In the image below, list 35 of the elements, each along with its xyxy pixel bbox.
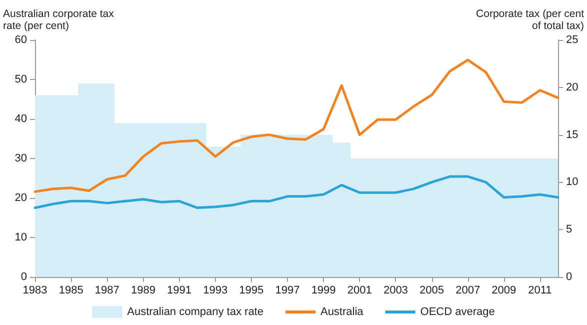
legend-label: OECD average (420, 306, 495, 318)
x-tick-label: 1989 (130, 284, 156, 296)
y-tick-label: 30 (14, 152, 27, 164)
y-axis-title: Australian corporate tax rate (per cent) (3, 8, 115, 32)
y-tick-label: 60 (14, 34, 27, 46)
y2-tick-label: 0 (566, 271, 572, 283)
x-tick-label: 2005 (420, 284, 444, 296)
legend-label: Australian company tax rate (127, 306, 264, 318)
x-tick-label: 1993 (203, 284, 228, 296)
line-series (34, 58, 560, 193)
x-tick-label: 1995 (239, 284, 264, 296)
y2-tick-label: 10 (566, 176, 578, 188)
x-tick-label: 2009 (492, 284, 516, 296)
x-tick-label: 2003 (383, 284, 408, 296)
y2-tick-label: 20 (566, 81, 578, 94)
x-tick-label: 1987 (94, 284, 120, 296)
y-tick-label: 10 (14, 232, 27, 244)
x-tick-label: 2011 (528, 284, 552, 296)
y2-tick-label: 25 (566, 34, 578, 46)
x-tick-label: 1985 (58, 284, 84, 296)
y2-tick-label: 5 (566, 224, 572, 236)
y-tick-label: 40 (14, 113, 27, 125)
y-tick-label: 50 (14, 74, 27, 86)
x-tick-label: 1997 (275, 284, 300, 296)
y2-axis-title: Corporate tax (per cent of total tax) (476, 8, 584, 32)
x-tick-label: 1983 (22, 284, 48, 296)
y2-tick-label: 15 (566, 128, 578, 141)
line-series (34, 175, 560, 210)
x-tick-label: 2007 (456, 284, 480, 296)
x-tick-label: 1999 (311, 284, 336, 296)
legend-label: Australia (320, 306, 364, 318)
x-tick-label: 2001 (347, 284, 372, 296)
y-tick-label: 0 (20, 271, 27, 283)
y-tick-label: 20 (14, 192, 27, 204)
x-tick-label: 1991 (167, 284, 192, 296)
